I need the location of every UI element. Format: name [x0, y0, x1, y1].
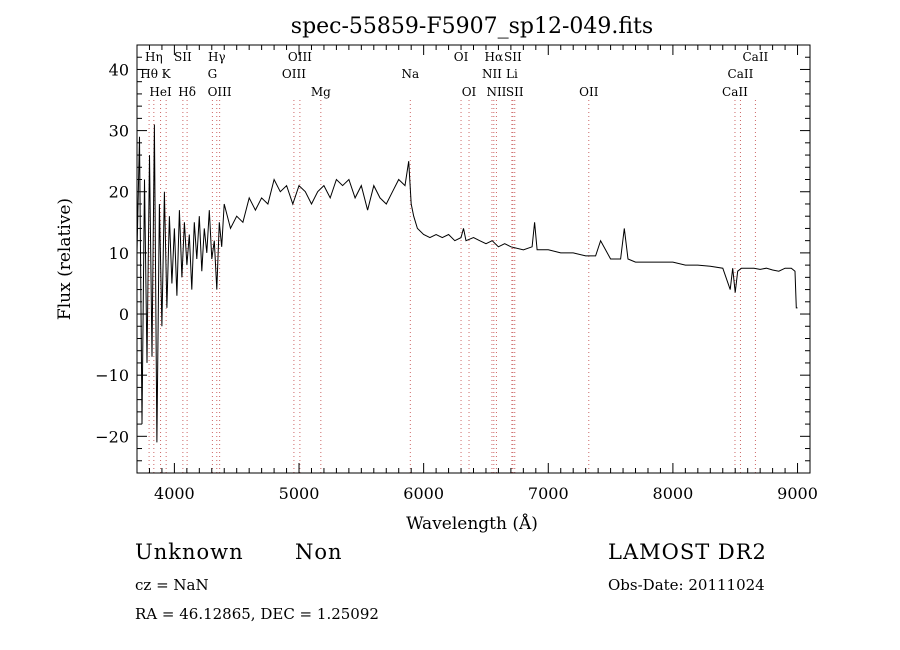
- line-label-14: OI: [462, 85, 477, 99]
- plot-frame: [136, 44, 811, 474]
- line-label-19: NII: [486, 85, 506, 99]
- line-label-22: CaII: [742, 50, 768, 64]
- x-tick-label: 9000: [777, 484, 818, 503]
- class-label: Unknown: [135, 540, 244, 564]
- line-label-3: K: [162, 67, 172, 81]
- line-label-11: Mg: [311, 85, 331, 99]
- y-tick-label: 10: [109, 244, 129, 263]
- line-label-9: OIII: [288, 50, 312, 64]
- spectrum-line: [136, 124, 798, 443]
- line-label-13: OI: [454, 50, 469, 64]
- line-label-6: Hγ: [208, 50, 226, 64]
- line-label-7: G: [208, 67, 218, 81]
- x-tick-label: 6000: [403, 484, 444, 503]
- line-label-21: OII: [579, 85, 599, 99]
- spectral-line-markers: [148, 100, 756, 473]
- line-label-12: Na: [401, 67, 419, 81]
- chart-title: spec-55859-F5907_sp12-049.fits: [291, 14, 653, 39]
- subclass-label: Non: [295, 540, 343, 564]
- line-label-16: SII: [504, 50, 522, 64]
- y-tick-label: 20: [109, 183, 129, 202]
- line-label-17: NII: [482, 67, 502, 81]
- cz-label: cz = NaN: [135, 576, 209, 594]
- line-label-20: SII: [506, 85, 524, 99]
- line-label-23: CaII: [728, 67, 754, 81]
- y-tick-label: −10: [95, 366, 129, 385]
- line-label-0: Hη: [145, 50, 163, 64]
- x-axis-ticks: 4000 5000 6000 7000 8000 9000: [136, 45, 818, 503]
- line-label-18: Li: [506, 67, 518, 81]
- line-label-2: HeI: [149, 85, 172, 99]
- spectrum-series: [136, 124, 798, 443]
- x-tick-label: 8000: [653, 484, 694, 503]
- obs-date-label: Obs-Date: 20111024: [608, 576, 765, 594]
- y-axis-ticks: −20 −10 0 10 20 30 40: [95, 44, 810, 474]
- x-tick-label: 4000: [154, 484, 195, 503]
- y-tick-label: 0: [119, 305, 129, 324]
- y-tick-label: 40: [109, 60, 129, 79]
- line-label-8: OIII: [208, 85, 232, 99]
- line-label-15: Hα: [485, 50, 504, 64]
- x-tick-label: 7000: [528, 484, 569, 503]
- line-label-4: SII: [174, 50, 192, 64]
- line-label-24: CaII: [722, 85, 748, 99]
- survey-label: LAMOST DR2: [608, 540, 767, 564]
- x-tick-label: 5000: [279, 484, 320, 503]
- y-axis-label: Flux (relative): [55, 198, 75, 320]
- y-tick-label: −20: [95, 427, 129, 446]
- line-label-1: Hθ: [140, 67, 158, 81]
- y-tick-label: 30: [109, 122, 129, 141]
- x-axis-label: Wavelength (Å): [406, 513, 538, 534]
- line-label-5: Hδ: [178, 85, 196, 99]
- coords-label: RA = 46.12865, DEC = 1.25092: [135, 605, 379, 623]
- line-label-10: OIII: [282, 67, 306, 81]
